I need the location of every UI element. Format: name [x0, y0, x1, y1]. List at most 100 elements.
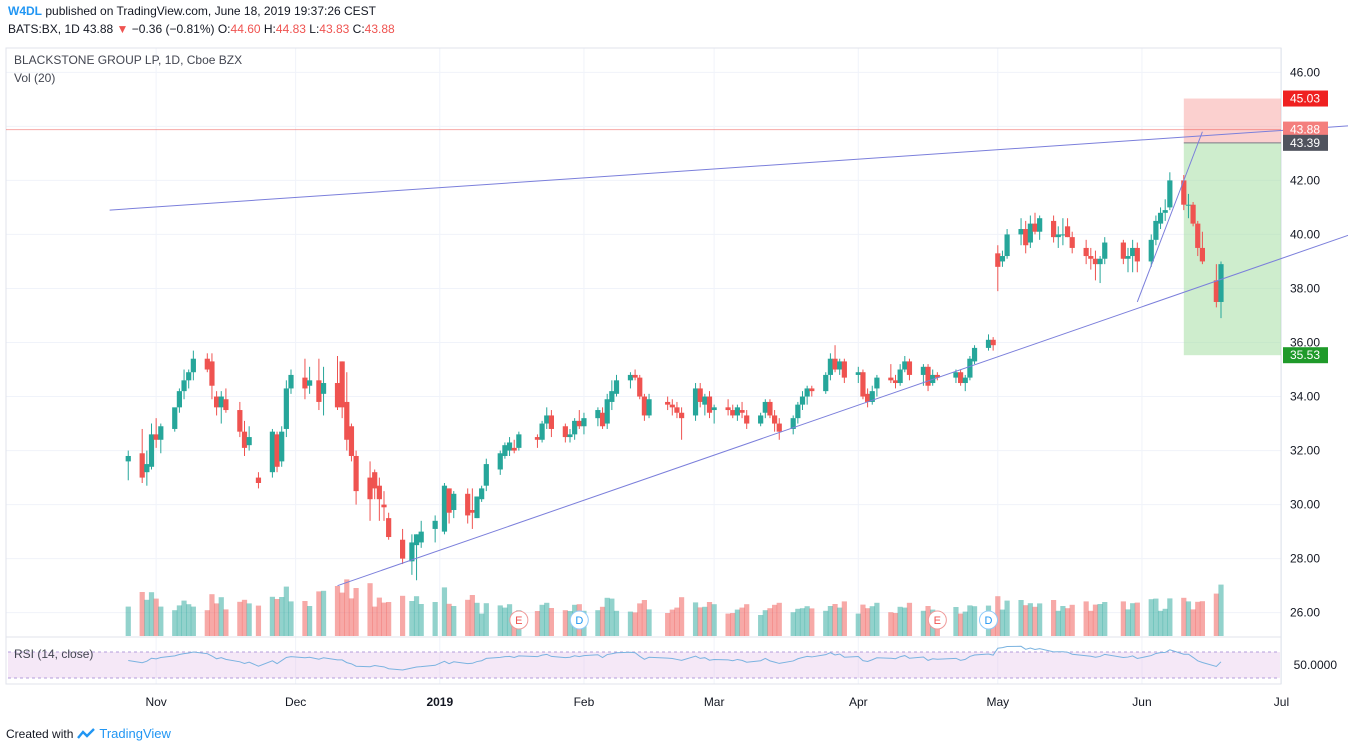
candle-body: [739, 410, 745, 413]
candle-body: [827, 358, 833, 375]
svg-text:D: D: [575, 615, 583, 627]
candle-body: [381, 504, 387, 508]
candle-body: [441, 485, 448, 532]
time-tick-label: 2019: [426, 695, 453, 709]
time-axis[interactable]: Nov Dec 2019 Feb Mar Apr May Jun Jul: [145, 695, 1289, 709]
candle-body: [339, 361, 345, 408]
volume-bar: [441, 587, 448, 636]
volume-bar: [762, 610, 768, 636]
tradingview-brand[interactable]: TradingView: [99, 726, 171, 741]
earnings-marker[interactable]: E: [509, 610, 529, 630]
volume-bar: [725, 613, 731, 636]
candle-body: [376, 485, 382, 500]
trendlines[interactable]: [109, 121, 1348, 587]
volume-bar: [548, 608, 554, 636]
candle-body: [372, 472, 378, 489]
price-tick-label: 40.00: [1290, 227, 1320, 241]
volume-bar: [386, 602, 392, 636]
volume-bar: [637, 603, 643, 636]
volume-bar: [674, 607, 680, 636]
volume-bar: [613, 610, 620, 636]
candle-body: [302, 377, 308, 389]
candle-body: [632, 374, 638, 378]
position-profit-zone[interactable]: [1183, 98, 1281, 143]
high-value: 44.83: [275, 22, 306, 36]
candle-body: [320, 383, 327, 394]
dividend-marker[interactable]: D: [979, 610, 998, 630]
candle-body: [255, 477, 262, 483]
candle-body: [1157, 212, 1164, 224]
candle-body: [609, 391, 615, 402]
candle-body: [734, 407, 740, 416]
volume-bar: [627, 611, 634, 636]
rsi-pane-border: [5, 636, 1282, 685]
volume-bar: [953, 607, 959, 636]
volume-bar: [679, 597, 685, 636]
candle-body: [190, 358, 196, 373]
rsi-line: [128, 645, 1222, 671]
event-markers[interactable]: EDEDE: [509, 610, 1348, 630]
candle-body: [1120, 242, 1126, 259]
volume-bar: [413, 596, 420, 636]
candle-body: [762, 401, 768, 413]
target-price-label: 45.03: [1283, 90, 1328, 107]
volume-bar: [214, 603, 220, 636]
candle-body: [125, 455, 131, 462]
trendline[interactable]: [337, 210, 1348, 587]
chart-title: BLACKSTONE GROUP LP, 1D, Cboe BZX: [14, 53, 242, 67]
volume-bar: [869, 606, 875, 636]
volume-bar: [971, 606, 978, 636]
trendline[interactable]: [1136, 131, 1203, 303]
volume-bar: [1069, 604, 1075, 636]
volume-bar: [599, 606, 606, 636]
svg-text:43.88: 43.88: [1290, 123, 1320, 137]
volume-bar: [609, 598, 615, 636]
publish-info: W4DL published on TradingView.com, June …: [8, 4, 376, 18]
candle-body: [1185, 204, 1192, 206]
candle-body: [1125, 256, 1131, 259]
candle-body: [172, 407, 178, 429]
volume-bar: [902, 607, 908, 636]
volume-bar: [353, 588, 359, 636]
candle-body: [562, 426, 568, 438]
candle-body: [269, 431, 275, 473]
earnings-marker[interactable]: E: [927, 610, 947, 630]
candle-body: [958, 372, 964, 384]
candle-body: [572, 420, 578, 435]
candle-body: [218, 396, 224, 408]
volume-bar: [702, 606, 708, 636]
author-name[interactable]: W4DL: [8, 4, 42, 18]
volume-bar: [669, 609, 675, 636]
candle-body: [730, 410, 736, 416]
dividend-marker[interactable]: D: [569, 610, 589, 630]
volume-bar: [344, 579, 350, 636]
time-tick-label: Dec: [285, 695, 306, 709]
volume-bar: [892, 613, 899, 636]
trendline[interactable]: [109, 121, 1348, 211]
volume-bar: [144, 599, 150, 636]
last-price-label: 43.88: [1283, 121, 1328, 138]
candle-body: [790, 418, 796, 429]
candles: [125, 172, 1224, 581]
volume-bar: [1097, 604, 1103, 636]
candle-body: [502, 445, 508, 456]
candle-body: [576, 420, 582, 427]
candle-body: [1130, 247, 1136, 257]
candle-body: [1037, 218, 1043, 232]
volume-bar: [1037, 603, 1043, 636]
candle-body: [613, 380, 620, 394]
price-axis[interactable]: 46.0044.0042.0040.0038.0036.0034.0032.00…: [1290, 65, 1320, 619]
volume-bar: [958, 613, 964, 636]
candle-body: [702, 396, 708, 405]
candle-body: [962, 377, 968, 384]
candle-body: [1032, 223, 1038, 232]
candle-body: [274, 434, 280, 467]
position-stop-zone[interactable]: [1183, 142, 1281, 356]
candle-body: [479, 488, 485, 500]
candle-body: [144, 464, 150, 473]
volume-bar: [125, 606, 131, 636]
volume-bar: [1199, 601, 1205, 636]
candle-body: [767, 401, 773, 416]
volume-bar: [302, 601, 308, 636]
